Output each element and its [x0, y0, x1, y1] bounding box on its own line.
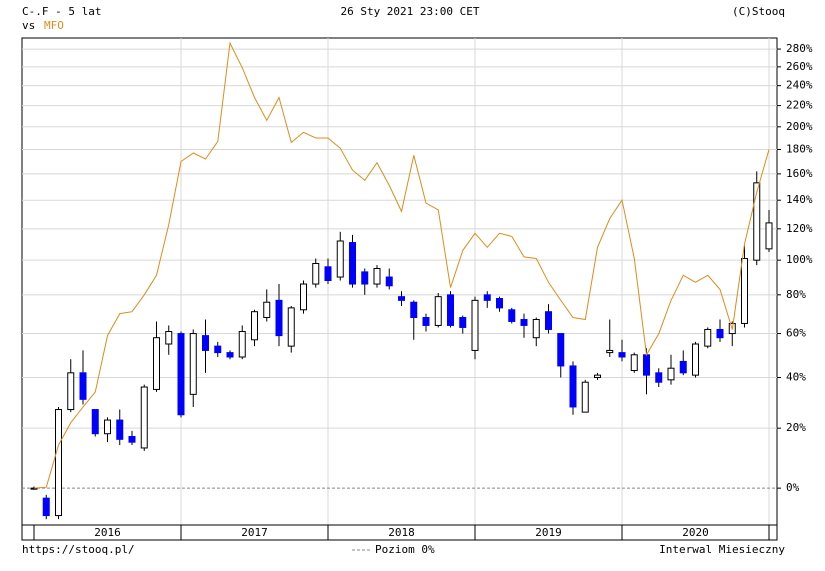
candle-body	[618, 352, 626, 358]
candle-body	[349, 242, 356, 285]
y-tick-label: 120%	[786, 222, 813, 235]
candle-body	[91, 409, 99, 435]
candle-body	[251, 311, 258, 341]
candle-body	[226, 352, 234, 358]
candle-body	[581, 381, 589, 413]
candle-body	[520, 318, 528, 326]
y-tick-label: 80%	[786, 288, 806, 301]
candle-body	[214, 345, 222, 354]
chart-title: C-.F - 5 lat	[22, 5, 101, 18]
y-tick-label: 180%	[786, 143, 813, 156]
candle-body	[42, 497, 50, 517]
x-tick-label: 2017	[241, 526, 268, 539]
candle-body	[189, 333, 197, 395]
candle-body	[434, 296, 442, 326]
candle-body	[202, 335, 209, 351]
y-tick-label: 0%	[786, 481, 800, 494]
candle-body	[557, 333, 565, 367]
candle-body	[655, 372, 663, 383]
interval-label: Interwal Miesieczny	[659, 543, 785, 556]
candle-body	[30, 487, 38, 490]
candle-body	[398, 296, 405, 301]
candle-body	[630, 354, 638, 372]
candle-body	[287, 307, 295, 347]
x-tick-label: 2020	[682, 526, 709, 539]
candle-body	[716, 328, 724, 339]
candle-body	[324, 266, 332, 282]
y-tick-label: 260%	[786, 60, 813, 73]
candle-body	[116, 419, 124, 440]
zero-line-label: Poziom 0%	[375, 543, 435, 556]
candle-body	[496, 297, 503, 309]
candle-body	[532, 318, 540, 339]
candle-body	[336, 240, 344, 278]
candle-body	[410, 301, 418, 319]
candle-body	[508, 309, 516, 322]
candle-body	[643, 354, 650, 376]
timestamp: 26 Sty 2021 23:00 CET	[340, 5, 479, 18]
candle-body	[594, 374, 601, 378]
y-tick-label: 200%	[786, 120, 813, 133]
candle-body	[741, 258, 748, 324]
y-tick-label: 240%	[786, 79, 813, 92]
x-tick-label: 2016	[94, 526, 121, 539]
candle-body	[545, 311, 552, 330]
candle-body	[692, 343, 699, 376]
legend-entry: MFO	[44, 19, 64, 32]
candle-body	[679, 360, 687, 374]
candle-body	[667, 367, 675, 381]
candle-body	[140, 386, 148, 449]
candle-body	[312, 262, 320, 285]
y-tick-label: 280%	[786, 42, 813, 55]
candle-body	[704, 328, 712, 347]
candle-body	[55, 409, 62, 517]
x-tick-label: 2019	[535, 526, 562, 539]
candle-body	[373, 267, 381, 285]
candle-body	[361, 271, 369, 285]
y-tick-label: 220%	[786, 99, 813, 112]
x-axis-strip	[21, 524, 778, 541]
candle-body	[153, 337, 160, 390]
candle-body	[165, 331, 173, 345]
candle-body	[300, 283, 307, 311]
compare-prefix: vs	[22, 19, 35, 32]
candle-body	[483, 294, 491, 301]
candle-body	[263, 301, 271, 319]
candle-body	[385, 276, 393, 287]
candle-body	[753, 182, 761, 261]
candle-body	[459, 317, 467, 328]
candle-body	[67, 372, 75, 411]
y-tick-label: 100%	[786, 253, 813, 266]
source: (C)Stooq	[732, 5, 785, 18]
y-tick-label: 40%	[786, 370, 806, 383]
candle-body	[422, 317, 430, 326]
candle-body	[79, 372, 87, 400]
footer-link: https://stooq.pl/	[22, 543, 135, 556]
candle-body	[606, 349, 614, 354]
line-series	[33, 41, 770, 489]
y-tick-label: 160%	[786, 167, 813, 180]
candle-body	[447, 294, 454, 326]
candle-body	[177, 333, 185, 416]
x-tick-label: 2018	[388, 526, 415, 539]
plot-area	[21, 37, 778, 526]
y-tick-label: 20%	[786, 421, 806, 434]
candle-body	[104, 419, 111, 435]
y-tick-label: 140%	[786, 193, 813, 206]
candle-body	[128, 436, 136, 443]
candle-body	[765, 222, 773, 250]
candle-body	[275, 299, 283, 337]
y-tick-label: 60%	[786, 327, 806, 340]
candle-body	[238, 331, 246, 358]
candle-body	[471, 299, 479, 351]
candle-body	[569, 365, 577, 408]
